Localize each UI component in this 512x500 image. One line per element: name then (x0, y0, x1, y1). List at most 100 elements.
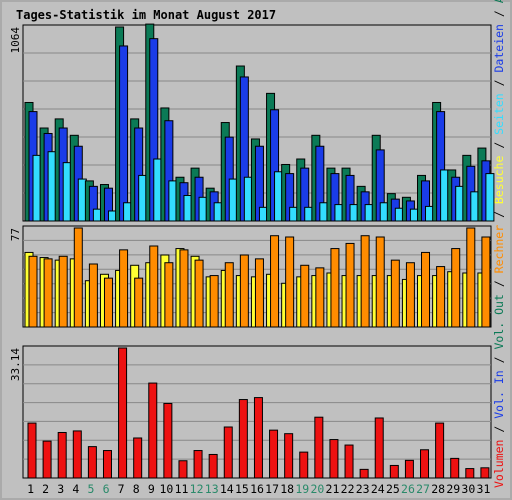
x-tick-label-19: 19 (295, 482, 309, 496)
legend-part: Dateien (492, 24, 506, 72)
x-tick-label-22: 22 (341, 482, 355, 496)
legend-part: Vol. In (492, 370, 506, 418)
bar-rechner-2 (43, 258, 53, 328)
x-tick-label-17: 17 (265, 482, 279, 496)
bar-volumen-28 (435, 422, 445, 479)
bar-seiten-31 (485, 173, 495, 222)
bar-volumen-7 (118, 347, 128, 479)
x-tick-label-3: 3 (57, 482, 64, 496)
bar-volumen-11 (178, 460, 188, 479)
bar-volumen-20 (314, 416, 324, 479)
x-tick-label-24: 24 (371, 482, 385, 496)
legend-part: / (492, 73, 506, 94)
bar-rechner-10 (164, 262, 174, 328)
bar-volumen-15 (238, 399, 248, 479)
x-tick-label-1: 1 (27, 482, 34, 496)
x-tick-label-26: 26 (401, 482, 415, 496)
bar-volumen-3 (57, 431, 67, 479)
x-tick-label-20: 20 (310, 482, 324, 496)
x-tick-label-27: 27 (416, 482, 430, 496)
bar-rechner-25 (390, 259, 400, 328)
bar-volumen-13 (208, 453, 218, 479)
legend-part: / (492, 135, 506, 156)
legend-vertical: Volumen / Vol. In / Vol. Out / Rechner /… (492, 0, 506, 488)
bar-rechner-29 (451, 248, 461, 328)
x-tick-label-30: 30 (461, 482, 475, 496)
bar-rechner-11 (179, 249, 189, 328)
bar-rechner-26 (405, 262, 415, 328)
bar-rechner-6 (103, 277, 113, 328)
bar-volumen-4 (72, 430, 82, 479)
bar-volumen-27 (420, 449, 430, 479)
x-tick-label-14: 14 (220, 482, 234, 496)
y-max-label-requests: 1064 (9, 27, 22, 54)
bar-rechner-17 (270, 235, 280, 328)
x-tick-label-4: 4 (72, 482, 79, 496)
x-tick-label-9: 9 (148, 482, 155, 496)
x-tick-label-6: 6 (103, 482, 110, 496)
legend-part: / (492, 3, 506, 24)
bar-volumen-21 (329, 439, 339, 479)
chart-title: Tages-Statistik im Monat August 2017 (16, 8, 276, 22)
bar-volumen-16 (253, 397, 263, 479)
legend-part: Seiten (492, 93, 506, 135)
x-tick-label-16: 16 (250, 482, 264, 496)
bar-rechner-7 (119, 249, 129, 328)
bar-volumen-29 (450, 457, 460, 479)
bar-rechner-19 (300, 264, 310, 328)
bar-volumen-5 (87, 446, 97, 479)
legend-part: / (492, 204, 506, 225)
bar-rechner-4 (73, 227, 83, 328)
bar-volumen-10 (163, 402, 173, 479)
x-tick-label-7: 7 (118, 482, 125, 496)
bar-rechner-24 (375, 236, 385, 328)
bar-volumen-24 (374, 417, 384, 479)
x-tick-label-5: 5 (87, 482, 94, 496)
bar-rechner-20 (315, 267, 325, 328)
bar-rechner-28 (436, 266, 446, 328)
bar-volumen-8 (133, 437, 143, 479)
bar-volumen-2 (42, 440, 52, 479)
bar-rechner-12 (194, 259, 204, 328)
bar-volumen-1 (27, 422, 37, 479)
legend-part: / (492, 273, 506, 294)
bar-volumen-30 (465, 468, 475, 479)
bar-rechner-30 (466, 227, 476, 328)
bar-rechner-22 (345, 242, 355, 328)
bar-volumen-19 (299, 451, 309, 479)
bar-volumen-17 (269, 429, 279, 479)
bar-volumen-12 (193, 450, 203, 479)
bar-rechner-5 (88, 263, 98, 328)
panel-requests: 1064 (9, 23, 495, 222)
bar-volumen-22 (344, 444, 354, 479)
bar-volumen-23 (359, 468, 369, 479)
bar-rechner-16 (254, 258, 264, 328)
bar-rechner-31 (481, 236, 491, 328)
bar-rechner-8 (134, 277, 144, 328)
legend-part: Volumen (492, 440, 506, 488)
y-max-label-volume: 33.14 (9, 348, 22, 381)
legend-part: Rechner (492, 225, 506, 274)
bar-volumen-6 (102, 450, 112, 479)
panel-visits: 77 (9, 225, 492, 328)
x-tick-label-29: 29 (446, 482, 460, 496)
legend-part: Vol. Out (492, 294, 506, 349)
bar-rechner-15 (239, 254, 249, 328)
x-tick-label-8: 8 (133, 482, 140, 496)
bar-volumen-31 (480, 467, 490, 479)
x-tick-label-21: 21 (326, 482, 340, 496)
x-tick-label-15: 15 (235, 482, 249, 496)
bar-rechner-23 (360, 235, 370, 328)
bar-rechner-13 (209, 275, 219, 328)
bar-volumen-14 (223, 426, 233, 479)
bar-rechner-21 (330, 248, 340, 328)
x-tick-label-23: 23 (356, 482, 370, 496)
bar-rechner-9 (149, 245, 159, 328)
x-tick-label-25: 25 (386, 482, 400, 496)
x-tick-label-10: 10 (159, 482, 173, 496)
legend-part: Anfragen (492, 0, 506, 3)
x-tick-label-28: 28 (431, 482, 445, 496)
legend-part: / (492, 350, 506, 371)
bar-volumen-18 (284, 433, 294, 479)
bar-dateien-7 (119, 45, 129, 222)
